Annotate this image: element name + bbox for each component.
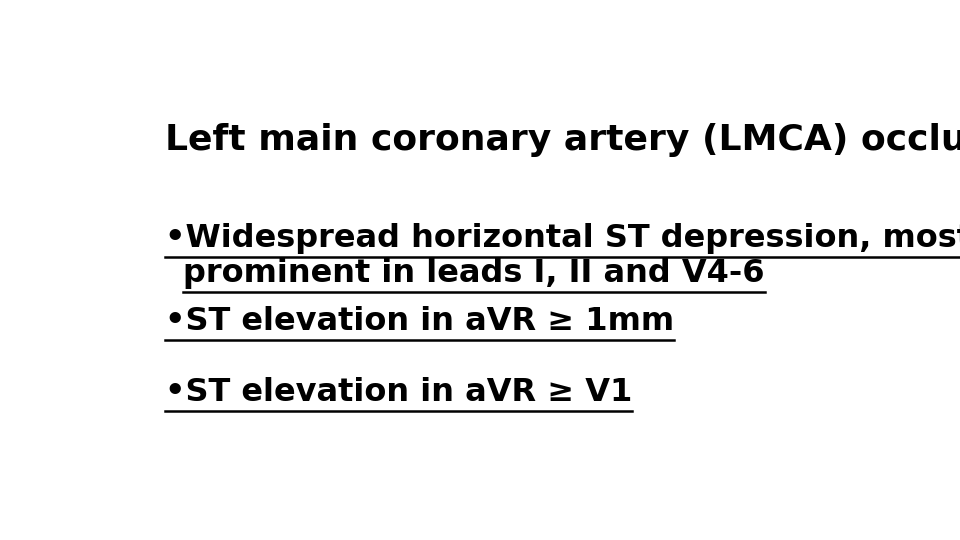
Text: •Widespread horizontal ST depression, most: •Widespread horizontal ST depression, mo…	[165, 223, 960, 254]
Text: •ST elevation in aVR ≥ 1mm: •ST elevation in aVR ≥ 1mm	[165, 306, 674, 337]
Text: Left main coronary artery (LMCA) occlusion: Left main coronary artery (LMCA) occlusi…	[165, 123, 960, 157]
Text: •ST elevation in aVR ≥ V1: •ST elevation in aVR ≥ V1	[165, 377, 632, 408]
Text: prominent in leads I, II and V4-6: prominent in leads I, II and V4-6	[183, 258, 765, 289]
